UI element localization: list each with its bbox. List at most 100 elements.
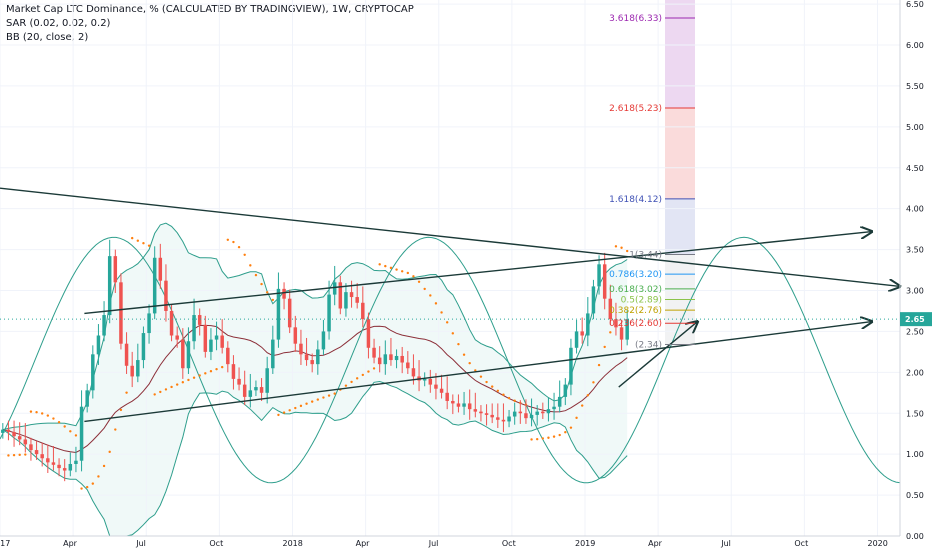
y-tick-label: 0.50: [906, 491, 924, 500]
candle-body: [209, 339, 213, 352]
candle-body: [614, 319, 618, 328]
sar-dot: [384, 264, 387, 268]
candle-body: [271, 339, 275, 369]
candle-body: [422, 378, 427, 381]
sar-dot: [541, 437, 545, 440]
sar-dot: [434, 302, 438, 305]
sar-dot: [181, 381, 185, 384]
candle-body: [62, 468, 67, 471]
candle-body: [197, 315, 202, 325]
candle-body: [619, 327, 624, 340]
sar-dot: [609, 331, 612, 334]
candle-body: [484, 413, 489, 415]
sar-dot: [130, 236, 134, 240]
sar-dot: [237, 245, 241, 249]
trendline: [84, 232, 872, 315]
sar-dot: [367, 370, 370, 373]
sar-dot: [485, 380, 488, 384]
sar-dot: [114, 428, 117, 431]
candle-body: [439, 388, 444, 393]
candle-body: [40, 454, 44, 459]
candle-body: [113, 256, 118, 283]
sar-dot: [69, 430, 72, 433]
fib-level-label: 0.236(2.60): [609, 319, 662, 329]
candle-body: [445, 392, 449, 401]
candle-body: [524, 413, 528, 419]
legend-bb[interactable]: BB (20, close, 2): [6, 32, 89, 43]
sar-dot: [361, 373, 365, 377]
sar-dot: [355, 377, 359, 380]
sar-dot: [97, 475, 100, 478]
sar-dot: [468, 361, 471, 365]
candle-body: [366, 319, 371, 348]
fib-level-label: (2.34): [635, 341, 662, 351]
candle-body: [175, 335, 179, 340]
sar-dot: [575, 416, 578, 420]
sar-dot: [119, 408, 123, 412]
sar-dot: [378, 263, 381, 266]
candle-body: [377, 357, 382, 365]
candle-body: [276, 288, 281, 340]
candle-body: [304, 354, 309, 361]
fib-zone-red: [665, 108, 695, 199]
sar-dot: [440, 311, 443, 314]
fib-level-label: 0.786(3.20): [609, 270, 662, 280]
last-price-tag: [900, 312, 932, 327]
sar-dot: [159, 390, 162, 394]
sar-dot: [535, 437, 539, 441]
candle-body: [231, 364, 236, 379]
y-tick-label: 5.00: [906, 123, 924, 132]
candle-body: [512, 411, 517, 417]
candle-body: [46, 458, 50, 463]
x-tick-label: Jul: [720, 539, 731, 548]
candle-body: [332, 282, 337, 295]
sar-dot: [254, 273, 258, 277]
sar-dot: [406, 271, 410, 275]
y-tick-label: 3.00: [906, 287, 924, 296]
candle-body: [574, 331, 579, 348]
fib-level-label: 1.618(4.12): [609, 195, 662, 205]
sar-dot: [445, 321, 449, 324]
bollinger-basis: [2, 324, 628, 454]
candle-body: [17, 436, 22, 440]
candle-body: [389, 354, 393, 361]
sar-dot: [12, 453, 16, 457]
sar-dot: [547, 436, 550, 439]
candle-body: [203, 324, 208, 352]
sar-dot: [530, 438, 533, 441]
sar-dot: [265, 291, 269, 294]
candle-body: [242, 384, 247, 397]
y-tick-label: 2.50: [906, 327, 924, 336]
x-tick-label: Apr: [648, 539, 663, 548]
sar-dot: [322, 396, 325, 399]
x-tick-label: Jul: [428, 539, 439, 548]
candle-body: [68, 463, 73, 471]
sar-dot: [327, 394, 331, 397]
legend-sar[interactable]: SAR (0.02, 0.02, 0.2): [6, 18, 111, 29]
candle-body: [496, 417, 500, 420]
sar-dot: [243, 253, 246, 256]
candle-body: [501, 419, 506, 422]
candle-body: [541, 411, 545, 414]
sar-dot: [288, 409, 291, 412]
sar-dot: [198, 374, 201, 377]
sar-dot: [344, 384, 348, 387]
sar-dot: [63, 425, 66, 428]
sar-dot: [7, 454, 10, 457]
candle-body: [293, 327, 298, 344]
candle-body: [456, 403, 461, 407]
sar-dot: [57, 420, 61, 424]
sar-dot: [429, 294, 432, 297]
last-price-label: 2.65: [905, 315, 925, 324]
sar-dot: [564, 430, 567, 434]
y-tick-label: 3.50: [906, 246, 924, 255]
bollinger-upper: [2, 222, 628, 431]
candle-body: [563, 384, 568, 397]
y-tick-label: 1.00: [906, 450, 924, 459]
sar-dot: [85, 485, 89, 489]
sar-dot: [204, 372, 207, 375]
candle-body: [591, 286, 596, 314]
sar-dot: [18, 453, 21, 457]
x-tick-label: 2019: [575, 539, 595, 548]
